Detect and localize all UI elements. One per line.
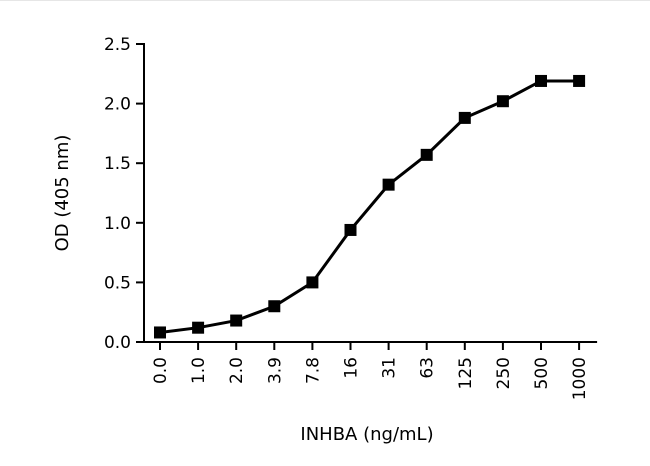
x-tick-label: 3.9 <box>265 357 285 384</box>
data-point-marker <box>458 111 471 124</box>
y-axis: 0.0 0.5 1.0 1.5 2.0 2.5 <box>104 35 145 353</box>
x-axis: 0.0 1.0 2.0 3.9 7.8 16 31 63 125 250 500 1000 <box>143 341 598 400</box>
x-axis-title: INHBA (ng/mL) <box>300 424 433 445</box>
data-point-marker <box>306 276 319 289</box>
x-tick-label: 31 <box>380 357 400 379</box>
data-point-marker <box>192 321 205 334</box>
data-point-marker <box>268 300 281 313</box>
data-point-marker <box>535 74 547 87</box>
series-line <box>159 79 580 334</box>
x-tick-label: 1000 <box>570 357 590 400</box>
x-tick-label: 7.8 <box>303 357 323 384</box>
data-point-marker <box>496 95 509 108</box>
y-tick-label: 2.0 <box>104 95 131 115</box>
x-tick-label: 500 <box>532 357 552 389</box>
x-tick-label: 250 <box>494 357 514 389</box>
y-tick-label: 1.5 <box>104 154 131 174</box>
x-tick-label: 1.0 <box>189 357 209 384</box>
data-point-marker <box>230 314 243 327</box>
y-tick-label: 1.0 <box>104 214 131 234</box>
data-point-marker <box>344 223 357 236</box>
x-tick-label: 0.0 <box>151 357 171 384</box>
y-tick-label: 0.0 <box>104 333 131 353</box>
data-point-marker <box>382 178 395 191</box>
data-point-marker <box>420 148 433 161</box>
x-tick-label: 125 <box>456 357 476 389</box>
y-axis-title: OD (405 nm) <box>52 135 73 252</box>
x-tick-label: 16 <box>342 357 362 379</box>
data-series <box>154 74 586 339</box>
x-tick-label: 63 <box>418 357 438 379</box>
y-tick-label: 2.5 <box>104 35 131 55</box>
data-point-marker <box>573 74 586 87</box>
data-point-marker <box>154 326 166 339</box>
x-tick-label: 2.0 <box>227 357 247 384</box>
y-tick-label: 0.5 <box>104 273 131 293</box>
